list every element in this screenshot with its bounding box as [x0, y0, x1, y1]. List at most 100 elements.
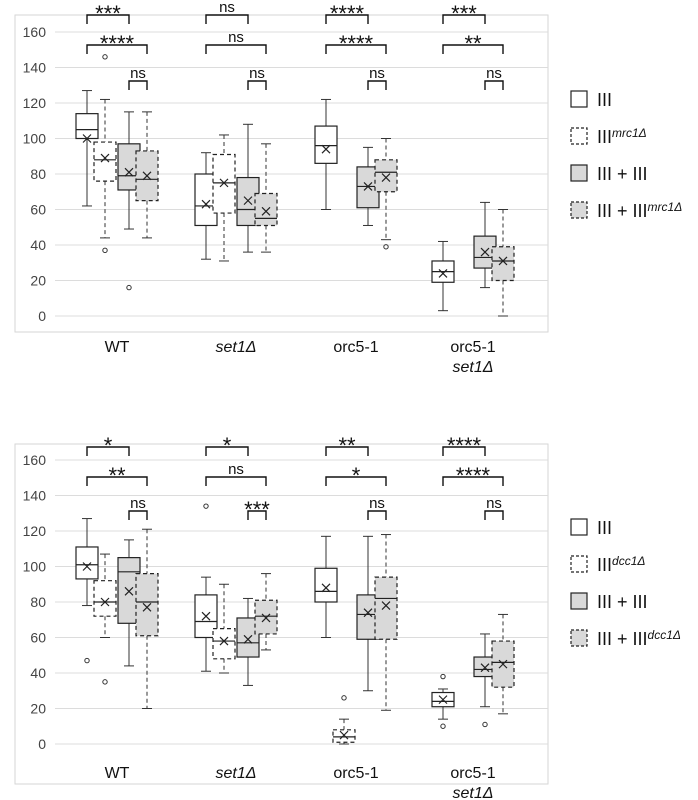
x-category-label: WT: [105, 765, 130, 782]
legend-item: III + IIIdcc1Δ: [570, 628, 681, 649]
bracket-line: [247, 80, 267, 90]
significance-bracket: ns: [128, 65, 148, 90]
box-iqr: [236, 617, 260, 658]
box-plot: [254, 143, 278, 253]
box-plot: [473, 201, 497, 289]
legend-item: III: [570, 90, 612, 110]
x-category-label: orc5-1: [333, 765, 378, 782]
bracket-line: [86, 44, 148, 54]
significance-label: ns: [228, 461, 244, 478]
bracket-line: [247, 510, 267, 520]
bracket-line: [86, 446, 130, 456]
box-plot: [212, 134, 236, 262]
significance-bracket: ns: [247, 65, 267, 90]
legend-swatch: [570, 127, 588, 145]
mean-marker: [82, 562, 92, 571]
bracket-line: [325, 14, 369, 24]
significance-bracket: ***: [244, 497, 270, 522]
bracket-line: [86, 14, 130, 24]
box-plot: [93, 54, 117, 254]
significance-bracket: ****: [325, 31, 387, 56]
significance-bracket: **: [442, 31, 504, 56]
outlier-point: [84, 657, 90, 664]
significance-label: ns: [219, 0, 235, 16]
outlier-point: [440, 723, 446, 729]
outlier-point: [482, 721, 488, 728]
box-iqr: [212, 153, 236, 214]
significance-label: ns: [228, 29, 244, 46]
outlier-point: [126, 284, 132, 291]
mean-marker: [480, 247, 490, 257]
significance-bracket: ****: [86, 31, 148, 56]
box-plot: [254, 573, 278, 651]
outlier-point: [203, 503, 209, 509]
bracket-line: [86, 476, 148, 486]
legend-superscript: mrc1Δ: [648, 200, 683, 214]
box-iqr: [332, 729, 356, 743]
x-category-label: set1Δ: [216, 765, 257, 782]
mean-marker: [438, 695, 448, 705]
legend-label: III + IIImrc1Δ: [597, 200, 682, 221]
legend-label: III: [597, 90, 612, 110]
significance-bracket: ns: [484, 495, 504, 520]
significance-bracket: ns: [367, 65, 387, 90]
significance-label: ***: [451, 1, 477, 26]
significance-bracket: *: [325, 463, 387, 488]
y-tick-label: 160: [23, 24, 47, 40]
significance-label: ****: [330, 1, 365, 26]
bracket-line: [367, 510, 387, 520]
bracket-line: [442, 44, 504, 54]
legend-item: III + IIImrc1Δ: [570, 200, 682, 221]
significance-label: ****: [339, 31, 374, 56]
plot-frame: [14, 443, 549, 785]
outlier-point: [341, 695, 347, 701]
outlier-point: [383, 244, 389, 250]
significance-label: *: [104, 433, 113, 458]
box-plot: [314, 535, 338, 638]
mean-marker: [201, 199, 211, 209]
legend-swatch: [570, 555, 588, 573]
significance-label: *: [352, 463, 361, 488]
box-iqr: [254, 599, 278, 635]
legend-label: IIImrc1Δ: [597, 126, 647, 147]
significance-label: **: [338, 433, 356, 458]
x-category-label: WT: [105, 339, 130, 356]
bracket-line: [128, 510, 148, 520]
y-tick-label: 80: [30, 166, 46, 182]
mean-marker: [124, 167, 134, 177]
box-iqr: [254, 192, 278, 227]
mean-marker: [100, 153, 110, 163]
bracket-line: [442, 476, 504, 486]
significance-label: ***: [244, 497, 270, 522]
box-plot: [314, 98, 338, 210]
box-plot: [212, 583, 236, 674]
significance-bracket: ****: [442, 463, 504, 488]
bracket-line: [205, 476, 267, 486]
significance-label: **: [108, 463, 126, 488]
y-tick-label: 80: [30, 594, 46, 610]
mean-marker: [363, 608, 373, 618]
significance-label: ****: [100, 31, 135, 56]
y-tick-label: 120: [23, 95, 47, 111]
bracket-line: [325, 446, 369, 456]
y-tick-label: 120: [23, 523, 47, 539]
significance-bracket: **: [86, 463, 148, 488]
mean-marker: [243, 196, 253, 206]
y-tick-label: 140: [23, 60, 47, 76]
legend-label: III + III: [597, 164, 648, 184]
legend-swatch: [570, 164, 588, 182]
mean-marker: [219, 178, 229, 188]
significance-label: *: [223, 433, 232, 458]
x-category-label-line2: set1Δ: [453, 785, 494, 800]
mean-marker: [243, 634, 253, 644]
mean-marker: [498, 256, 508, 266]
legend-label: IIIdcc1Δ: [597, 554, 645, 575]
bracket-line: [442, 14, 486, 24]
legend-swatch: [570, 518, 588, 536]
box-plot: [431, 240, 455, 312]
legend-item: III + III: [570, 592, 648, 612]
box-iqr: [93, 141, 117, 182]
box-plot: [93, 553, 117, 685]
legend-item: III: [570, 518, 612, 538]
legend-swatch: [570, 90, 588, 108]
